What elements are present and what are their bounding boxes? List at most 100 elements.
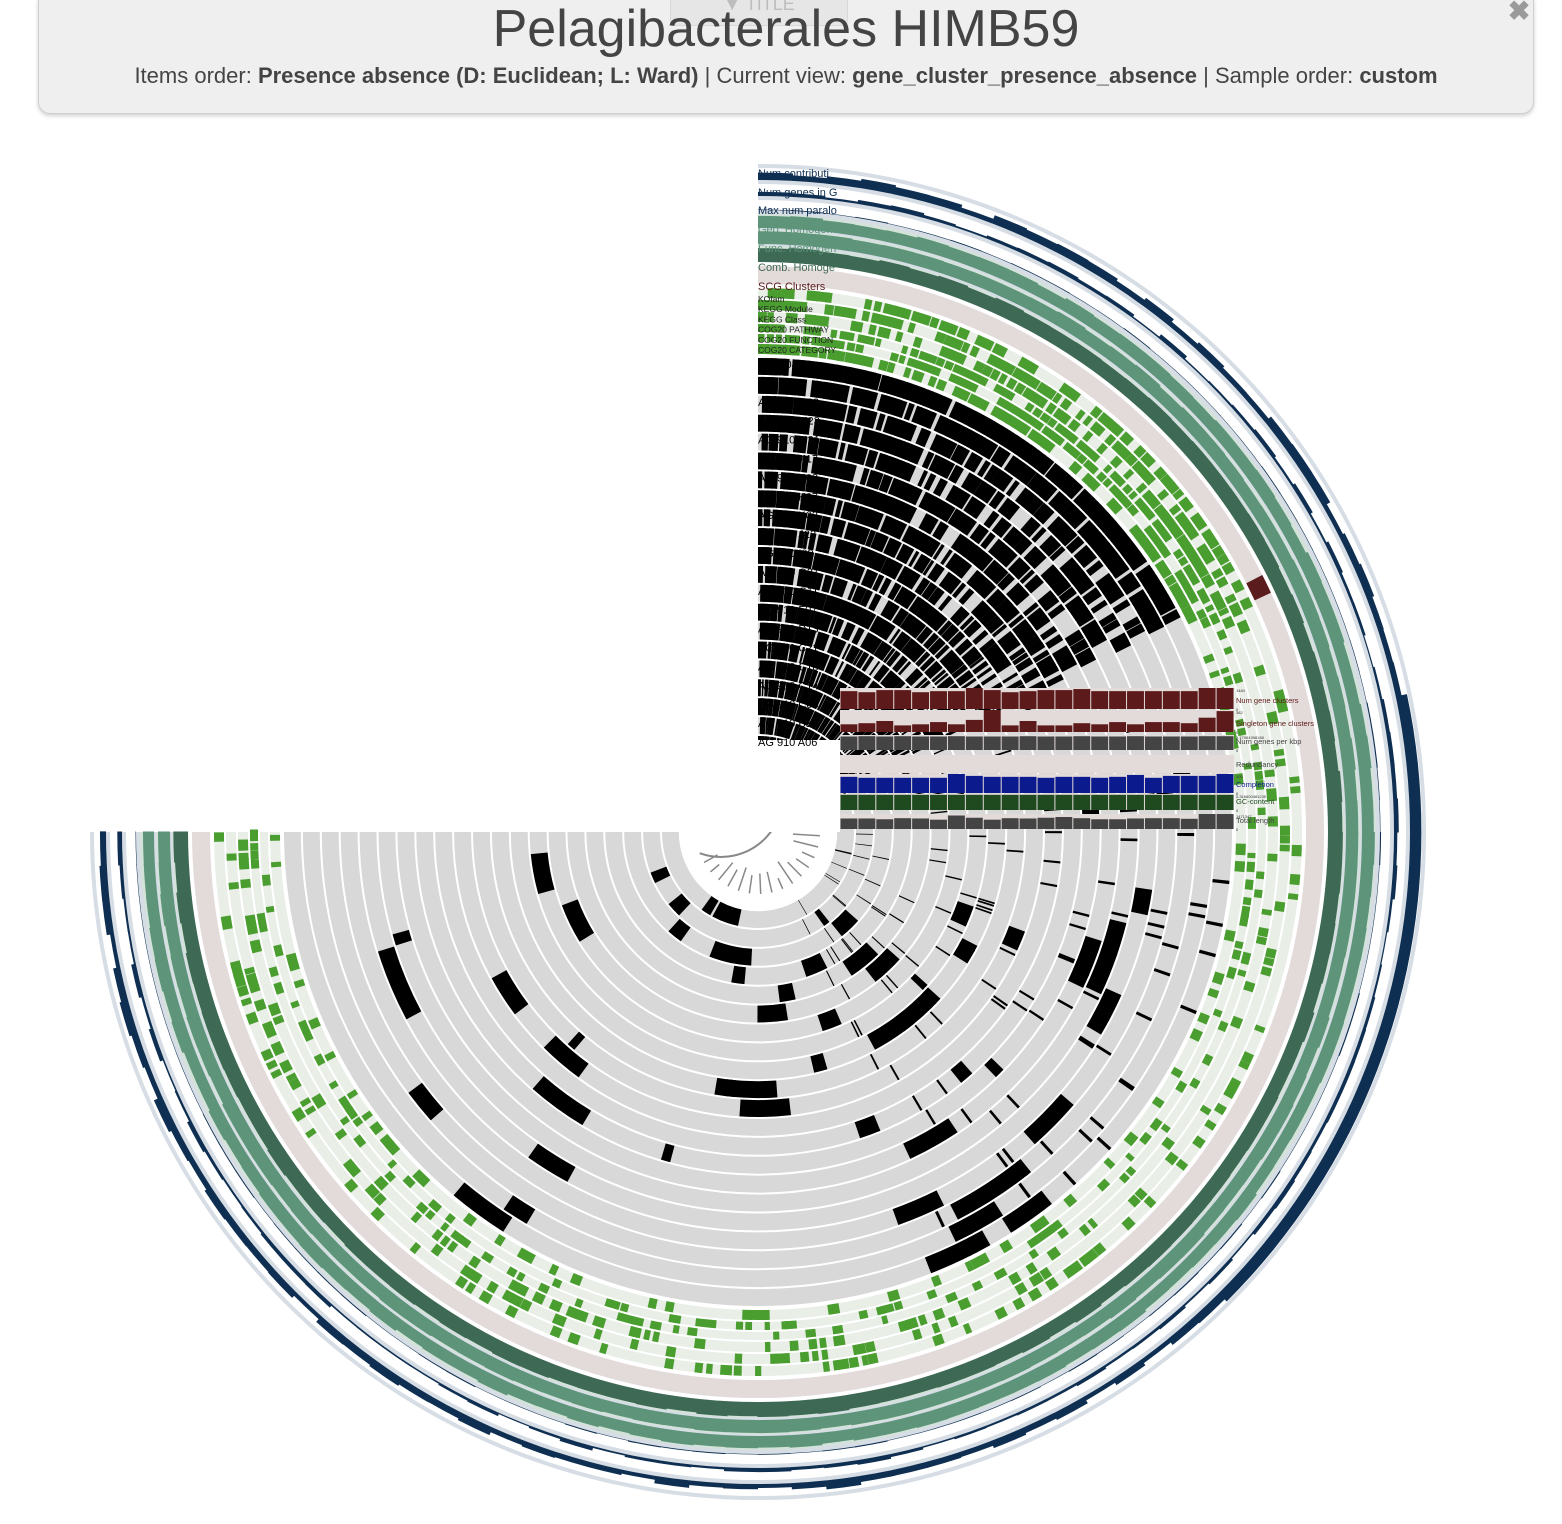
function-layer-label[interactable]: COG20 FUNCTION — [758, 335, 833, 345]
bar — [1109, 722, 1127, 732]
function-layer-label[interactable]: COG20 CATEGORY — [758, 345, 836, 355]
genome-label[interactable]: AG 910 D13 — [758, 624, 819, 636]
genome-label[interactable]: AG 910 F07 — [758, 605, 817, 617]
presence-mark — [912, 623, 927, 639]
layer-label[interactable]: Geo. Homogene — [758, 224, 839, 236]
genome-label[interactable]: AG 910 K08 — [758, 472, 818, 484]
genome-label[interactable]: HIMB059 — [758, 378, 804, 390]
function-hit — [931, 366, 942, 377]
function-hit — [830, 329, 838, 339]
bar-layer-label[interactable]: Singleton gene clusters — [1236, 719, 1314, 728]
ring-bar — [1092, 1274, 1126, 1305]
bar-layer-label[interactable]: Num gene clusters — [1236, 696, 1299, 705]
presence-mark — [1068, 511, 1085, 527]
layer-label[interactable]: Num contributi — [758, 168, 829, 180]
genome-label[interactable]: AG 910 G21 — [758, 567, 819, 579]
genome-label[interactable]: AG 910 I09 — [758, 548, 814, 560]
presence-mark — [904, 464, 917, 482]
ring-bar — [666, 1394, 699, 1413]
presence-mark — [931, 615, 947, 631]
genome-label[interactable]: AG 910 K02 — [758, 510, 818, 522]
presence-mark — [1023, 519, 1040, 537]
presence-mark — [1102, 619, 1121, 634]
bar — [1037, 777, 1055, 793]
presence-mark — [1078, 550, 1098, 569]
genome-label[interactable]: AG 910 M23 — [758, 416, 820, 428]
presence-mark — [786, 702, 793, 720]
layer-label[interactable]: Comb. Homoge — [758, 262, 835, 274]
genome-label[interactable]: AG 910 G11 — [758, 586, 818, 598]
genome-label[interactable]: AG 910 C08 — [758, 699, 819, 711]
presence-mark — [779, 585, 785, 604]
presence-mark — [1079, 1035, 1095, 1048]
presence-mark — [823, 575, 831, 593]
layer-label[interactable]: Max num paralo — [758, 205, 837, 217]
function-hit — [569, 1273, 584, 1287]
layer-label[interactable]: Func. Homogen — [758, 243, 836, 255]
layer-label[interactable]: SCG Clusters — [758, 281, 826, 293]
genome-label[interactable]: AG 910 A06 — [758, 737, 817, 749]
title-toggle-button[interactable]: ▼ TITLE — [670, 0, 848, 26]
function-layer-label[interactable]: COG20 PATHWAY — [758, 325, 829, 335]
genome-label[interactable]: AG 910 C21 — [758, 643, 819, 655]
layer-label[interactable]: Num genes in G — [758, 187, 837, 199]
ring-bar — [323, 1213, 355, 1245]
function-hit — [1096, 1178, 1111, 1192]
presence-mark — [828, 725, 841, 740]
function-hit — [1208, 670, 1221, 679]
bar-layer-label[interactable]: GC-content — [1236, 797, 1275, 806]
ring-bar — [1265, 1063, 1292, 1098]
presence-mark — [848, 868, 865, 876]
presence-mark — [1082, 497, 1099, 515]
bar-layer-label[interactable]: Num genes per kbp — [1236, 737, 1301, 746]
function-hit — [246, 922, 259, 935]
genome-label[interactable]: AG 910 K17 — [758, 454, 818, 466]
ring-bar — [1024, 297, 1059, 324]
genome-label[interactable]: AG 910 M21 — [758, 435, 820, 447]
presence-mark — [874, 512, 884, 531]
bar — [1019, 818, 1037, 829]
presence-mark — [821, 719, 833, 735]
function-hit — [268, 966, 279, 978]
presence-mark — [793, 626, 799, 644]
ring-bar — [356, 1325, 385, 1348]
presence-mark — [809, 711, 819, 728]
presence-mark — [798, 569, 805, 587]
ring-bar — [305, 1281, 333, 1308]
ring-bar — [846, 1389, 880, 1410]
bar-layer-label[interactable]: Total length — [1236, 816, 1274, 825]
presence-mark — [880, 578, 892, 596]
ring-bar — [1241, 440, 1262, 467]
presence-mark — [925, 662, 940, 677]
function-layer-label[interactable]: KOfam — [758, 294, 784, 304]
genome-label[interactable]: AG 910 B10 — [758, 718, 818, 730]
bar-layer-label[interactable]: Redundancy — [1236, 760, 1278, 769]
bar-layer-label[interactable]: Completion — [1236, 780, 1274, 789]
function-layer-label[interactable]: KEGG Class — [758, 314, 806, 324]
ring-bar — [621, 1469, 657, 1480]
genome-label[interactable]: AG 910 C14 — [758, 680, 819, 692]
genome-label[interactable]: AG 910 K07 — [758, 491, 818, 503]
presence-mark — [826, 700, 838, 716]
function-hit — [1266, 710, 1279, 725]
genome-label[interactable]: HIMB083 — [758, 359, 804, 371]
genome-label[interactable]: AG 910 C18 — [758, 661, 819, 673]
function-hit — [297, 1019, 310, 1034]
function-hit — [250, 850, 259, 860]
presence-mark — [957, 492, 971, 510]
presence-mark — [984, 644, 1000, 658]
presence-mark — [790, 606, 798, 624]
genome-label[interactable]: AG 910 O03 — [758, 397, 819, 409]
ring-bar — [1075, 1365, 1107, 1387]
ring-bar — [1372, 666, 1383, 701]
bar — [894, 777, 912, 793]
function-layer-label[interactable]: KEGG Module — [758, 304, 813, 314]
function-hit — [870, 312, 883, 325]
genome-label[interactable]: AG 910 J22 — [758, 529, 816, 541]
presence-mark — [1020, 516, 1037, 535]
close-icon[interactable]: ✖ — [1507, 0, 1531, 26]
presence-mark — [853, 854, 870, 860]
presence-mark — [826, 478, 835, 497]
function-hit — [1134, 1187, 1148, 1201]
